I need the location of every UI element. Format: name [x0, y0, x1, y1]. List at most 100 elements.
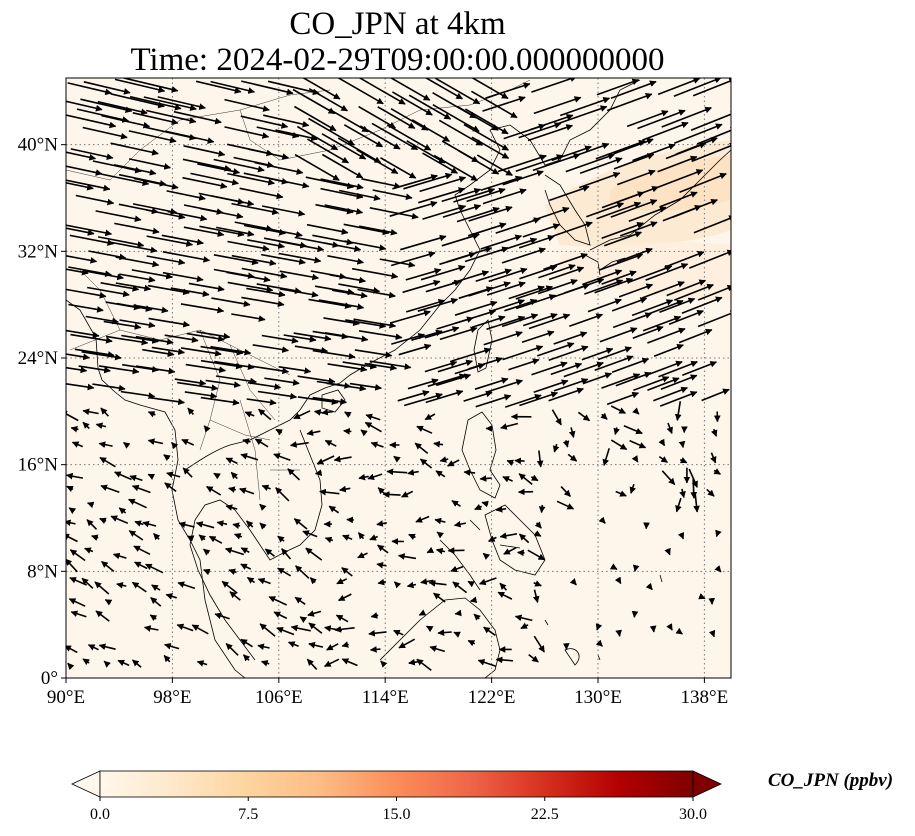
wind-arrow [358, 330, 403, 341]
wind-arrow [200, 345, 244, 356]
wind-arrow [435, 547, 446, 555]
wind-arrow [417, 297, 459, 312]
wind-arrow [331, 289, 368, 299]
wind-arrow [582, 269, 623, 286]
wind-arrow [351, 267, 399, 280]
wind-arrow [180, 347, 222, 357]
wind-arrow [221, 580, 238, 594]
wind-arrow [599, 253, 644, 271]
wind-arrow [225, 504, 238, 511]
wind-arrow [143, 96, 197, 112]
wind-arrow [246, 520, 254, 528]
wind-arrow [302, 530, 318, 538]
wind-arrow [151, 584, 161, 592]
wind-arrow [514, 614, 533, 622]
lat-tick-label: 0° [41, 668, 58, 689]
wind-arrow [357, 552, 368, 559]
wind-arrow [142, 520, 157, 528]
wind-arrow [616, 247, 653, 263]
wind-arrow [326, 643, 339, 651]
wind-arrow [151, 346, 185, 355]
wind-arrow [679, 488, 686, 499]
wind-arrow [501, 313, 539, 328]
wind-arrow [70, 425, 79, 433]
wind-arrow [550, 362, 583, 376]
wind-arrow [632, 407, 640, 415]
wind-arrow [612, 312, 653, 329]
wind-arrow [147, 438, 164, 445]
wind-arrow [436, 531, 444, 539]
wind-arrow [601, 373, 641, 389]
wind-arrow [133, 304, 169, 314]
wind-arrow [356, 149, 399, 175]
wind-arrow [420, 265, 466, 281]
wind-arrow [324, 332, 369, 343]
wind-arrow [66, 472, 84, 480]
wind-arrow [146, 235, 194, 247]
wind-arrow [163, 454, 171, 462]
wind-arrow [239, 487, 255, 495]
wind-arrow [196, 331, 231, 340]
wind-arrow [369, 360, 412, 370]
wind-arrow [97, 236, 145, 248]
colorbar-tick-label: 7.5 [238, 806, 258, 823]
wind-arrow [503, 123, 546, 140]
wind-arrow [632, 564, 640, 572]
wind-arrow [453, 520, 466, 528]
wind-arrow [690, 111, 731, 131]
wind-arrow [241, 80, 294, 96]
wind-arrow [609, 563, 618, 570]
wind-arrow [483, 330, 523, 346]
wind-arrow [502, 170, 544, 186]
wind-arrow [568, 427, 576, 438]
wind-arrow [673, 78, 722, 97]
wind-arrow [312, 349, 356, 360]
wind-arrow [466, 187, 506, 203]
wind-arrow [178, 521, 195, 528]
wind-arrow [562, 440, 570, 448]
wind-arrow [101, 114, 151, 129]
wind-arrow [422, 152, 458, 174]
wind-arrow [339, 189, 381, 201]
wind-arrow [499, 582, 508, 591]
wind-arrow [173, 110, 222, 125]
wind-arrow [226, 271, 271, 283]
wind-arrow [117, 659, 130, 667]
wind-arrow [679, 172, 727, 193]
wind-arrow [693, 493, 700, 513]
wind-arrow [104, 599, 113, 606]
wind-arrow [666, 422, 673, 435]
wind-arrow [184, 391, 218, 399]
wind-arrow [142, 348, 175, 358]
wind-arrow [480, 175, 523, 191]
wind-arrow [177, 581, 196, 590]
wind-arrow [308, 117, 355, 146]
wind-arrow [242, 654, 251, 662]
coastline-luzon [461, 411, 501, 499]
wind-arrow [67, 662, 75, 671]
wind-arrow [453, 631, 461, 638]
lon-tick-label: 106°E [255, 687, 303, 708]
wind-arrow [86, 519, 98, 530]
wind-arrow [87, 644, 99, 651]
wind-arrow [258, 408, 272, 421]
wind-arrow [439, 326, 478, 341]
wind-arrow [334, 625, 355, 633]
wind-arrow [433, 154, 478, 182]
wind-arrow [569, 313, 604, 327]
wind-arrow [164, 482, 177, 493]
wind-arrow [314, 469, 323, 477]
colorbar-tick-label: 30.0 [679, 806, 707, 823]
colorbar: 0.0 7.5 15.0 22.5 30.0 [71, 770, 722, 823]
wind-arrow [213, 472, 221, 480]
wind-vectors [66, 78, 731, 672]
wind-arrow [166, 471, 181, 478]
wind-arrow [467, 639, 476, 647]
wind-arrow [162, 251, 211, 263]
wind-arrow [128, 158, 171, 170]
wind-arrow [203, 548, 211, 556]
wind-arrow [533, 635, 545, 653]
wind-arrow [76, 108, 130, 123]
wind-arrow [689, 249, 731, 269]
wind-arrow [263, 114, 310, 128]
